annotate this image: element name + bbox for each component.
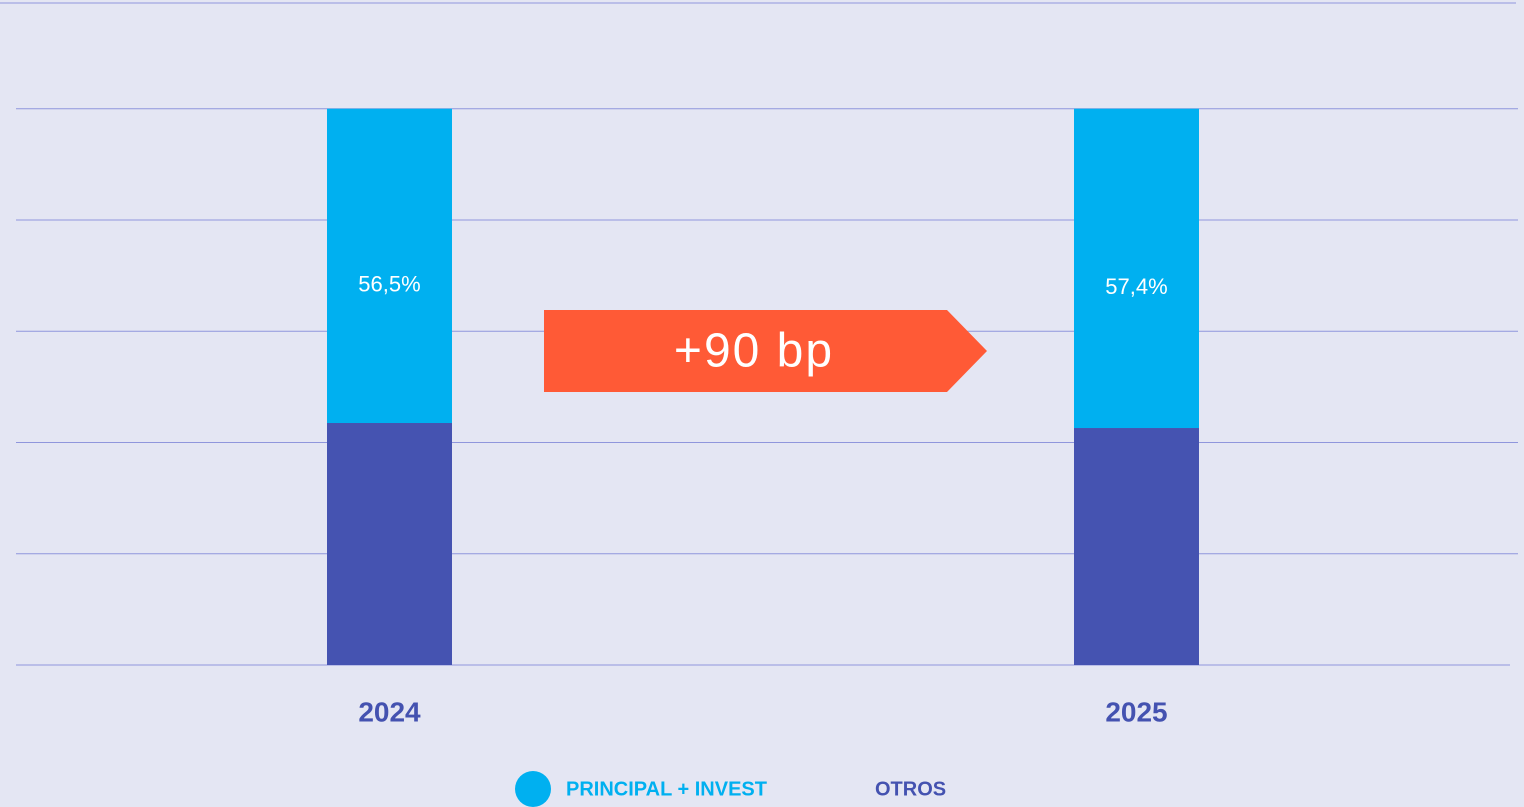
annotation-arrow (544, 310, 987, 392)
bar-segment (327, 108, 452, 424)
bar-segment (1074, 428, 1199, 665)
bar-segment (1074, 108, 1199, 429)
annotation: +90 bp (674, 325, 834, 378)
bar-segment (327, 423, 452, 665)
x-tick-label: 2024 (358, 696, 421, 727)
data-label: 57,4% (1105, 274, 1167, 299)
data-label: 56,5% (358, 272, 420, 297)
legend-marker (515, 771, 551, 807)
legend-label: OTROS (875, 778, 946, 800)
legend-label: PRINCIPAL + INVEST (566, 778, 767, 800)
x-tick-label: 2025 (1105, 696, 1167, 727)
